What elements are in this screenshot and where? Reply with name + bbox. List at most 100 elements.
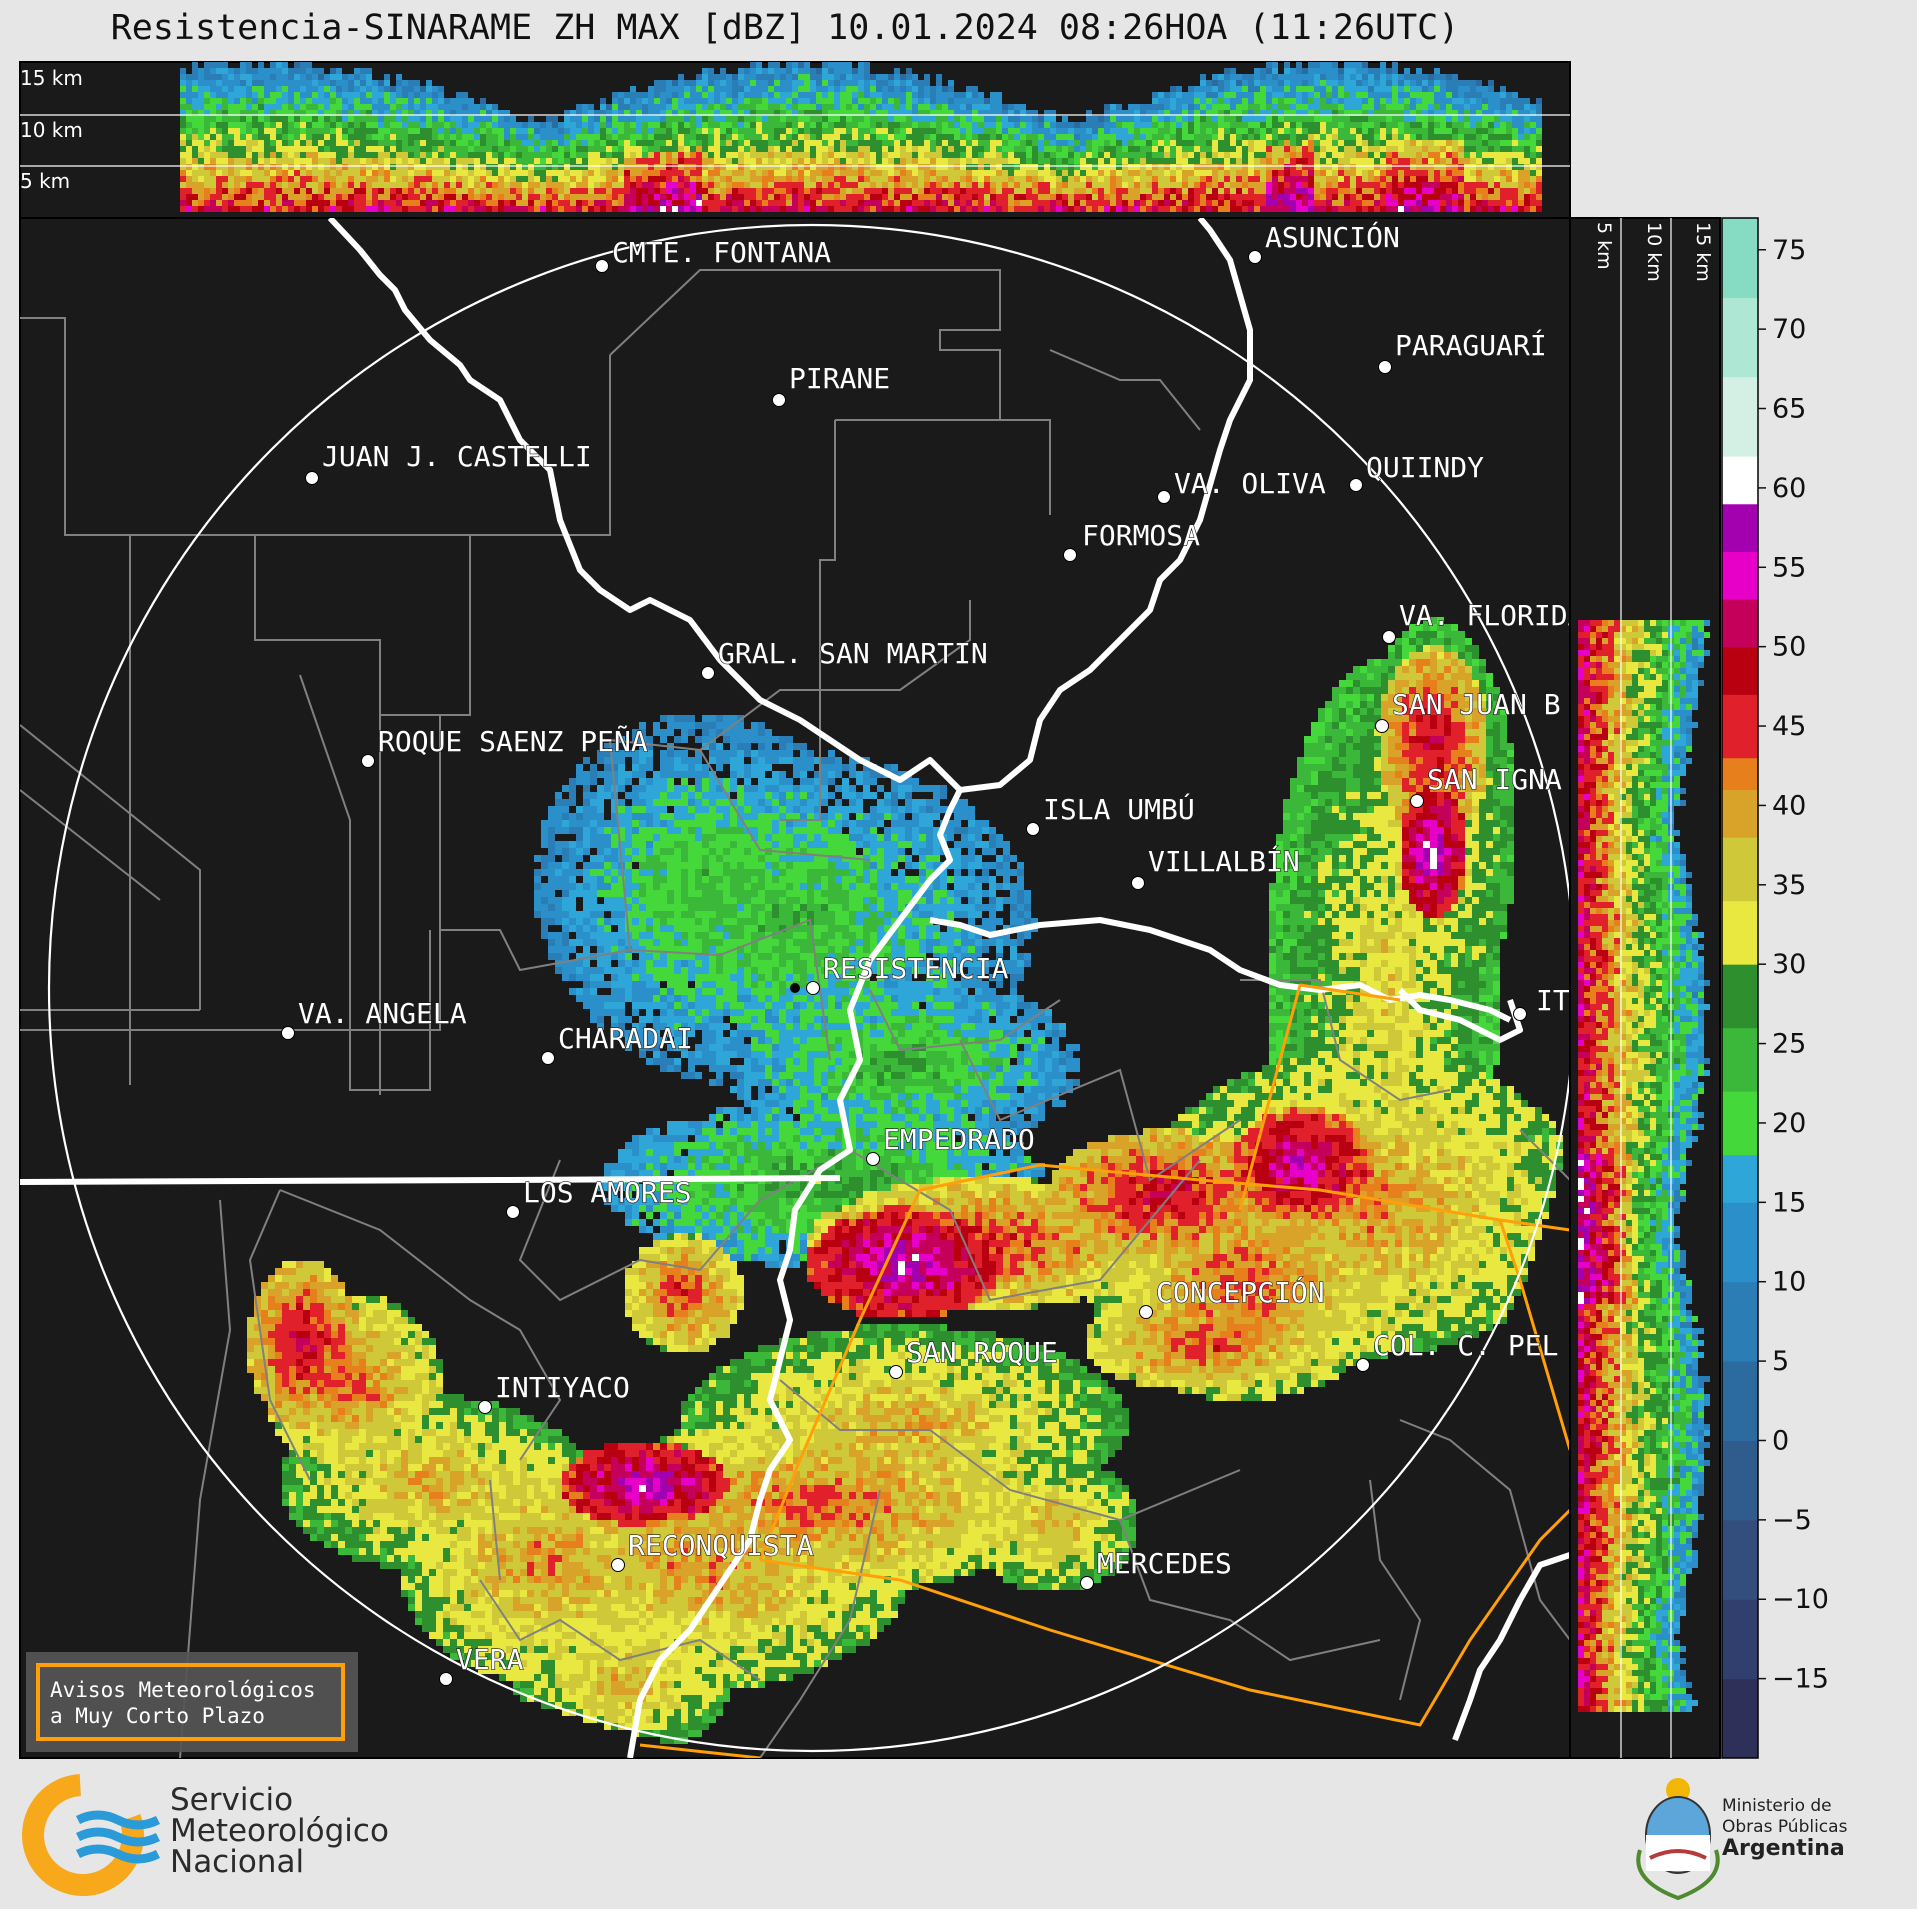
colorbar-segment bbox=[1722, 218, 1758, 298]
city-dot bbox=[1063, 548, 1077, 562]
city-dot bbox=[701, 666, 715, 680]
top-echo-field bbox=[180, 62, 1542, 212]
radar-site-marker bbox=[790, 983, 800, 993]
colorbar-segment bbox=[1722, 789, 1758, 838]
department-borders bbox=[20, 269, 1570, 1758]
city-label: CMTE. FONTANA bbox=[612, 236, 831, 269]
city-marker: SAN IGNA bbox=[1410, 762, 1563, 808]
height-label-10km: 10 km bbox=[20, 118, 83, 142]
city-label: SAN IGNA bbox=[1427, 763, 1562, 796]
smn-line-3: Nacional bbox=[170, 1847, 389, 1878]
colorbar-segment bbox=[1722, 297, 1758, 378]
colorbar-segment bbox=[1722, 1361, 1758, 1441]
range-ring bbox=[48, 224, 1570, 1752]
colorbar-tick-label: 15 bbox=[1772, 1187, 1806, 1218]
city-label: JUAN J. CASTELLI bbox=[322, 440, 592, 473]
city-dot bbox=[1378, 360, 1392, 374]
city-marker: MERCEDES bbox=[1080, 1546, 1232, 1590]
side-cross-section-panel: 5 km 10 km 15 km bbox=[1569, 217, 1721, 1759]
city-marker: PARAGUARÍ bbox=[1378, 327, 1547, 374]
smn-logo bbox=[22, 1774, 161, 1896]
city-marker: SAN ROQUE bbox=[889, 1335, 1058, 1379]
city-marker: CHARADAI bbox=[541, 1021, 693, 1065]
city-label: VA. ANGELA bbox=[298, 997, 467, 1030]
ministry-name: Ministerio de Obras Públicas Argentina bbox=[1722, 1796, 1847, 1860]
city-dot bbox=[806, 981, 820, 995]
colorbar-segment bbox=[1722, 1091, 1758, 1156]
city-label: RESISTENCIA bbox=[823, 952, 1009, 985]
city-marker: VA. ANGELA bbox=[281, 996, 467, 1040]
colorbar-tick-label: 55 bbox=[1772, 552, 1806, 583]
city-dot bbox=[611, 1558, 625, 1572]
city-dot bbox=[772, 393, 786, 407]
smn-name: Servicio Meteorológico Nacional bbox=[170, 1785, 389, 1878]
city-dot bbox=[1382, 630, 1396, 644]
city-marker: IT bbox=[1513, 983, 1570, 1021]
city-marker: COL. C. PEL bbox=[1356, 1328, 1559, 1372]
city-label: IT bbox=[1536, 984, 1570, 1017]
city-label: RECONQUISTA bbox=[628, 1529, 814, 1562]
city-dot bbox=[1157, 490, 1171, 504]
argentina-coat-of-arms bbox=[1636, 1778, 1720, 1901]
city-marker: GRAL. SAN MARTIN bbox=[701, 636, 988, 680]
city-marker: CMTE. FONTANA bbox=[595, 235, 832, 273]
city-label: COL. C. PEL bbox=[1373, 1329, 1558, 1362]
warning-legend-line1: Avisos Meteorológicos bbox=[50, 1678, 316, 1702]
colorbar-segment bbox=[1722, 376, 1758, 457]
city-label: VERA bbox=[456, 1643, 524, 1676]
city-marker: QUIINDY bbox=[1349, 450, 1485, 492]
colorbar-segment bbox=[1722, 1519, 1758, 1600]
city-marker: VA. OLIVA bbox=[1157, 466, 1326, 504]
colorbar-segment bbox=[1722, 1154, 1758, 1203]
city-marker: RESISTENCIA bbox=[806, 951, 1009, 995]
colorbar-segment bbox=[1722, 646, 1758, 695]
colorbar-segment bbox=[1722, 964, 1758, 1029]
colorbar-segment bbox=[1722, 757, 1758, 791]
ministry-line-1: Ministerio de bbox=[1722, 1796, 1847, 1817]
city-marker: RECONQUISTA bbox=[611, 1528, 814, 1572]
colorbar-tick-label: 35 bbox=[1772, 870, 1806, 901]
city-dot bbox=[1375, 719, 1389, 733]
colorbar-segment bbox=[1722, 694, 1758, 759]
city-marker: PIRANE bbox=[772, 361, 891, 407]
colorbar-tick-label: −10 bbox=[1772, 1584, 1829, 1615]
city-dot bbox=[506, 1205, 520, 1219]
city-markers: CMTE. FONTANA ASUNCIÓN PARAGUARÍ PIRANE JUAN… bbox=[281, 219, 1570, 1686]
city-label: EMPEDRADO bbox=[883, 1123, 1035, 1156]
city-label: SAN ROQUE bbox=[906, 1336, 1058, 1369]
city-label: PIRANE bbox=[789, 362, 890, 395]
colorbar-tick-label: 50 bbox=[1772, 632, 1806, 663]
ministry-line-3: Argentina bbox=[1722, 1838, 1847, 1860]
city-label: ROQUE SAENZ PEÑA bbox=[378, 724, 648, 758]
city-dot bbox=[1248, 250, 1262, 264]
city-marker: SAN JUAN B bbox=[1375, 687, 1561, 733]
city-marker: VA. FLORIDA bbox=[1382, 598, 1570, 644]
colorbar-segment bbox=[1722, 1599, 1758, 1680]
colorbar-tick-label: 75 bbox=[1772, 235, 1806, 266]
city-marker: ROQUE SAENZ PEÑA bbox=[361, 723, 648, 768]
city-label: MERCEDES bbox=[1097, 1547, 1232, 1580]
colorbar-tick-label: 10 bbox=[1772, 1267, 1806, 1298]
colorbar-segment bbox=[1722, 503, 1758, 552]
colorbar-tick-label: 70 bbox=[1772, 314, 1806, 345]
colorbar-tick-label: 65 bbox=[1772, 394, 1806, 425]
colorbar-tick-label: 45 bbox=[1772, 711, 1806, 742]
city-marker: EMPEDRADO bbox=[866, 1122, 1035, 1166]
radar-echo-field bbox=[247, 617, 1563, 1744]
city-dot bbox=[1139, 1305, 1153, 1319]
radar-map-panel: CMTE. FONTANA ASUNCIÓN PARAGUARÍ PIRANE JUAN… bbox=[19, 217, 1571, 1759]
city-marker: CONCEPCIÓN bbox=[1139, 1274, 1325, 1319]
colorbar-tick-label: 5 bbox=[1772, 1346, 1789, 1377]
city-dot bbox=[1131, 876, 1145, 890]
city-marker: ISLA UMBÚ bbox=[1026, 791, 1195, 836]
city-marker: LOS AMORES bbox=[506, 1175, 692, 1219]
city-dot bbox=[1513, 1007, 1527, 1021]
city-dot bbox=[889, 1365, 903, 1379]
colorbar-segment bbox=[1722, 1027, 1758, 1092]
ministry-line-2: Obras Públicas bbox=[1722, 1817, 1847, 1838]
colorbar-segment bbox=[1722, 1678, 1758, 1759]
colorbar-tick-label: 20 bbox=[1772, 1108, 1806, 1139]
city-dot bbox=[361, 754, 375, 768]
warning-legend-line2: a Muy Corto Plazo bbox=[50, 1704, 265, 1728]
